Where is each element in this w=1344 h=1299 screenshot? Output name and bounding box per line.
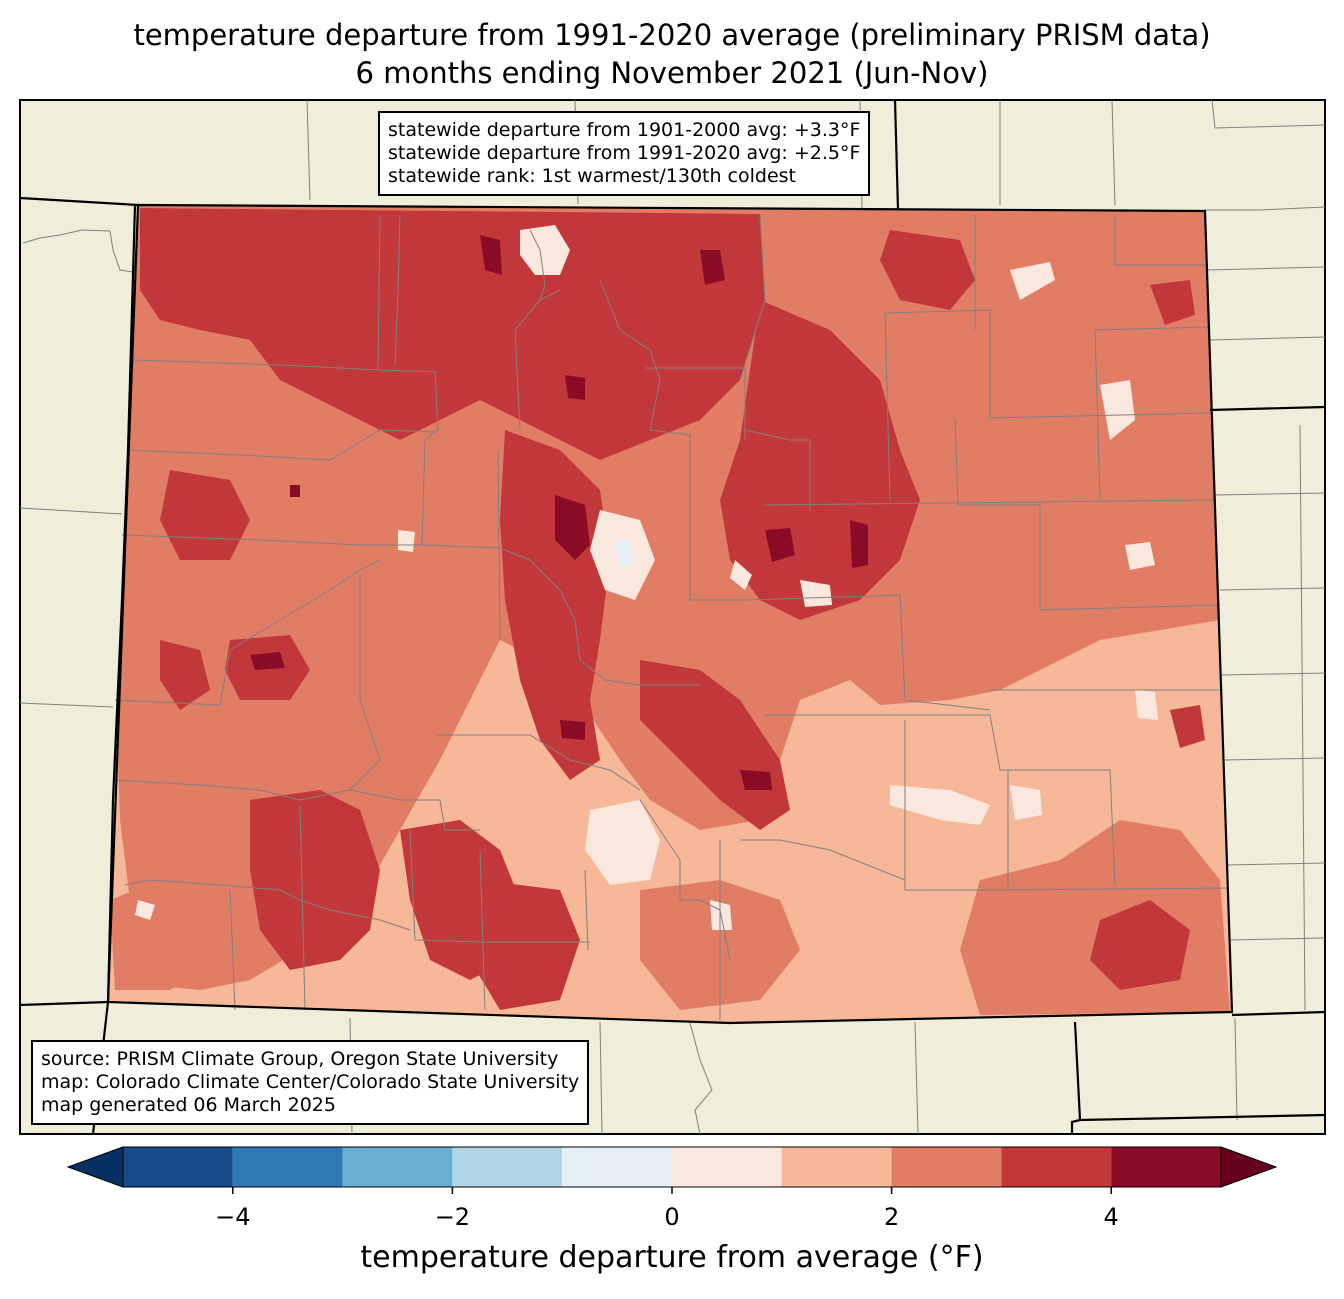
colorbar-tick-label: −2 bbox=[434, 1203, 471, 1231]
stat-line-rank: statewide rank: 1st warmest/130th coldes… bbox=[388, 165, 797, 187]
colorbar-segment bbox=[452, 1147, 563, 1187]
colorbar-tick-label: −4 bbox=[215, 1203, 251, 1231]
source-box: source: PRISM Climate Group, Oregon Stat… bbox=[31, 1040, 590, 1125]
colorbar-tick-label: 2 bbox=[883, 1203, 900, 1231]
colorbar-segment bbox=[123, 1147, 233, 1187]
colorbar-segment bbox=[562, 1147, 672, 1187]
stat-line-1991-2020: statewide departure from 1991-2020 avg: … bbox=[388, 142, 861, 164]
colorbar-segment bbox=[672, 1147, 782, 1187]
departure-minus1-to-0F bbox=[615, 540, 633, 567]
colorbar-segment bbox=[781, 1147, 892, 1187]
colorbar-label: temperature departure from average (°F) bbox=[360, 1240, 984, 1275]
colorbar-tick-label: 4 bbox=[1103, 1203, 1119, 1231]
colorado-county-lines bbox=[112, 213, 1229, 1020]
colorbar-ticks bbox=[232, 1187, 1112, 1194]
source-line-generated: map generated 06 March 2025 bbox=[41, 1094, 336, 1116]
colorbar-segment bbox=[1111, 1147, 1221, 1187]
source-line-prism: source: PRISM Climate Group, Oregon Stat… bbox=[41, 1048, 559, 1070]
chart-subtitle: 6 months ending November 2021 (Jun-Nov) bbox=[355, 56, 989, 90]
colorbar-extend-low bbox=[66, 1146, 124, 1188]
colorbar-segment bbox=[1001, 1147, 1112, 1187]
departure-4-to-5F bbox=[250, 235, 868, 790]
chart-title: temperature departure from 1991-2020 ave… bbox=[133, 18, 1211, 52]
statewide-stats-box: statewide departure from 1901-2000 avg: … bbox=[378, 111, 871, 196]
colorbar-tick-label: 0 bbox=[664, 1203, 680, 1231]
neighbor-county-lines bbox=[19, 99, 1326, 1135]
source-line-map: map: Colorado Climate Center/Colorado St… bbox=[41, 1071, 580, 1093]
state-boundaries bbox=[19, 99, 1326, 1135]
colorbar-extend-high bbox=[1220, 1146, 1278, 1188]
colorbar-segment bbox=[891, 1147, 1002, 1187]
colorbar-segment bbox=[232, 1147, 343, 1187]
colorbar-segment bbox=[342, 1147, 453, 1187]
colorbar-segments bbox=[66, 1146, 1278, 1188]
stat-line-1901-2000: statewide departure from 1901-2000 avg: … bbox=[388, 119, 861, 141]
